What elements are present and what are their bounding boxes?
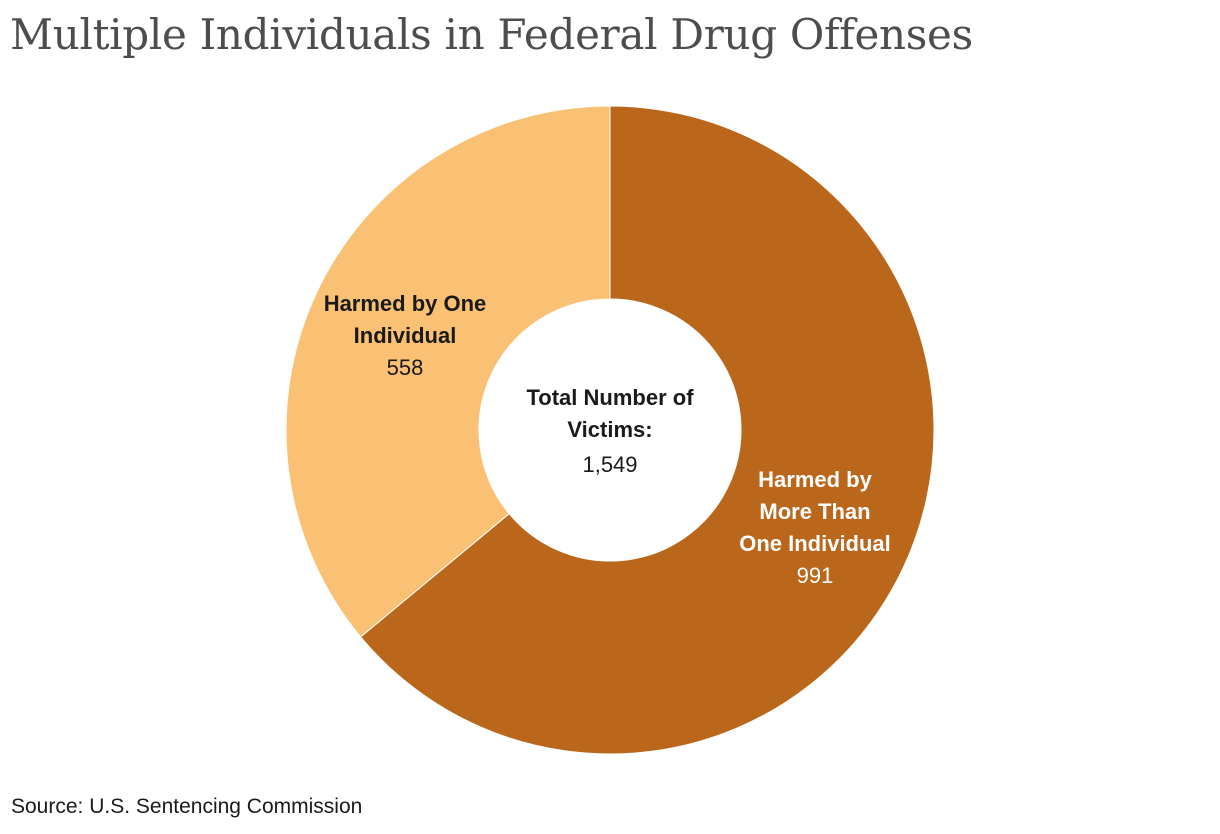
slice-label-one-line-2: Individual	[354, 323, 457, 348]
donut-slice-one	[285, 105, 611, 638]
slice-label-more-than-one-line-1: Harmed by	[758, 467, 872, 492]
donut-slice-more-than-one	[359, 105, 935, 755]
source-note: Source: U.S. Sentencing Commission	[11, 795, 363, 818]
center-total: 1,549	[582, 452, 637, 477]
slice-label-one: Harmed by One Individual 558	[324, 291, 487, 380]
donut-slices	[285, 105, 935, 755]
slice-label-more-than-one-line-2: More Than	[759, 499, 870, 524]
chart-title: Multiple Individuals in Federal Drug Off…	[10, 10, 973, 59]
slice-label-more-than-one-line-3: One Individual	[739, 531, 891, 556]
center-label-line-2: Victims:	[567, 417, 652, 442]
center-label-line-1: Total Number of	[526, 385, 694, 410]
center-label: Total Number of Victims: 1,549	[526, 385, 694, 477]
slice-label-one-line-1: Harmed by One	[324, 291, 487, 316]
slice-value-one: 558	[387, 355, 424, 380]
slice-value-more-than-one: 991	[797, 563, 834, 588]
slice-label-more-than-one: Harmed by More Than One Individual 991	[739, 467, 891, 588]
